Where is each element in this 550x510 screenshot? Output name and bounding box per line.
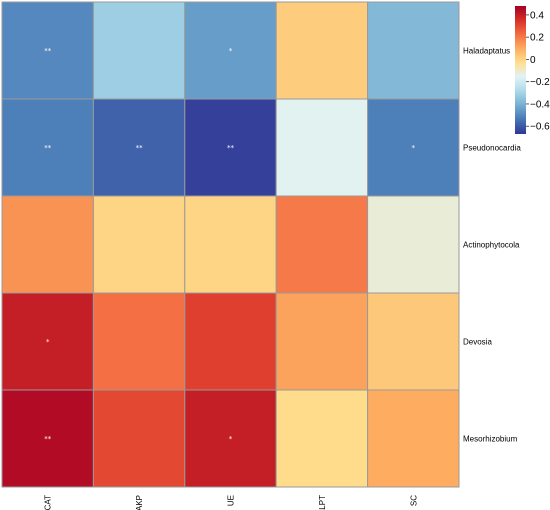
colorbar-gradient	[515, 6, 526, 134]
column-label: SC	[409, 495, 418, 506]
colorbar-tick-label: 0.4	[530, 10, 544, 21]
colorbar-tick-label: 0.2	[530, 33, 544, 44]
column-label: AKP	[135, 495, 144, 510]
colorbar-ticks: 0.4 0.2 0 −0.2 −0.4 −0.6	[526, 10, 550, 133]
heatmap-cell	[275, 98, 369, 197]
row-label: Devosia	[463, 338, 492, 347]
heatmap-cell	[92, 195, 186, 294]
heatmap-cell	[367, 292, 460, 391]
heatmap-cell	[1, 1, 94, 100]
colorbar-tick-label: −0.4	[530, 99, 550, 110]
significance-marks: ** *** ** ** **** *	[44, 47, 415, 443]
heatmap-cell	[184, 292, 277, 391]
column-label: ALPT	[318, 495, 327, 510]
significance-mark: *	[229, 435, 233, 443]
colorbar-tick-label: −0.6	[530, 122, 550, 133]
significance-mark: *	[229, 47, 233, 55]
significance-mark: **	[44, 144, 52, 152]
heatmap-cell	[1, 98, 94, 197]
heatmap-cell	[367, 389, 460, 488]
heatmap-cell	[92, 292, 186, 391]
heatmap-cell	[367, 195, 460, 294]
significance-mark: *	[46, 338, 50, 346]
heatmap-cell	[92, 389, 186, 488]
heatmap-cell	[367, 98, 460, 197]
significance-mark: *	[412, 144, 416, 152]
column-label: UE	[227, 495, 236, 506]
heatmap-cell	[275, 195, 369, 294]
column-labels: CAT AKP UE ALPT SC	[44, 495, 419, 510]
row-labels: Haladaptatus Pseudonocardia Actinophytocol…	[463, 47, 521, 444]
heatmap-cell	[367, 1, 460, 100]
heatmap-cell	[92, 98, 186, 197]
heatmap-cell	[1, 389, 94, 488]
heatmap-cell	[184, 98, 277, 197]
row-label: Actinophytocola	[463, 241, 520, 250]
heatmap-cell	[184, 195, 277, 294]
column-label: CAT	[44, 495, 53, 510]
row-label: Haladaptatus	[463, 47, 510, 56]
heatmap-cell	[184, 1, 277, 100]
significance-mark: **	[136, 144, 144, 152]
heatmap-cells	[1, 1, 460, 488]
heatmap-cell	[92, 1, 186, 100]
heatmap-cell	[275, 1, 369, 100]
heatmap-cell	[275, 389, 369, 488]
row-label: Pseudonocardia	[463, 144, 521, 153]
significance-mark: **	[227, 144, 235, 152]
colorbar-legend: 0.4 0.2 0 −0.2 −0.4 −0.6	[515, 6, 550, 134]
row-label: Mesorhizobium	[463, 435, 518, 444]
significance-mark: **	[44, 47, 52, 55]
significance-mark: **	[44, 435, 52, 443]
heatmap-cell	[1, 195, 94, 294]
heatmap-cell	[184, 389, 277, 488]
heatmap-cell	[275, 292, 369, 391]
colorbar-tick-label: 0	[530, 55, 536, 66]
colorbar-tick-label: −0.2	[530, 77, 550, 88]
